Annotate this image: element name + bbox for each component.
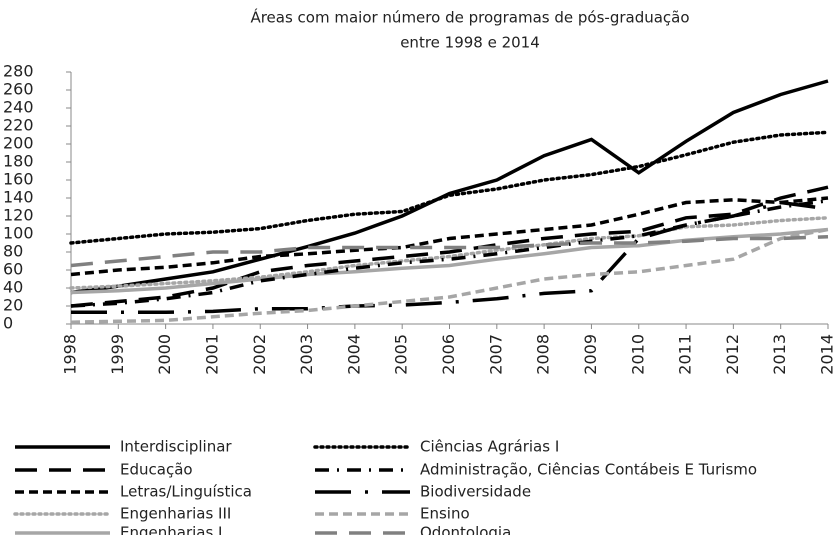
x-tick-label: 2007 — [486, 334, 505, 375]
x-tick-label: 2012 — [723, 334, 742, 375]
legend-label: Engenharias I — [120, 524, 222, 536]
x-tick-label: 2001 — [202, 334, 221, 375]
data-line — [70, 227, 829, 324]
legend-label: Biodiversidade — [420, 483, 531, 501]
x-tick-label: 2014 — [818, 334, 837, 375]
legend-label: Educação — [120, 461, 193, 479]
x-tick-label: 2000 — [155, 334, 174, 375]
data-line — [70, 234, 829, 268]
y-tick-label: 240 — [3, 98, 34, 117]
y-tick-label: 280 — [3, 62, 34, 81]
x-tick-label: 1999 — [108, 334, 127, 375]
x-tick-label: 1998 — [61, 334, 80, 375]
y-tick-label: 140 — [3, 188, 34, 207]
data-line — [70, 185, 829, 308]
y-tick-label: 60 — [3, 260, 23, 279]
x-tick-label: 2003 — [297, 334, 316, 375]
y-tick-label: 120 — [3, 206, 34, 225]
chart-title: Áreas com maior número de programas de p… — [250, 8, 689, 27]
y-tick-label: 220 — [3, 116, 34, 135]
legend-label: Letras/Linguística — [120, 483, 252, 501]
y-tick-label: 200 — [3, 134, 34, 153]
y-tick-label: 260 — [3, 80, 34, 99]
x-tick-label: 2002 — [250, 334, 269, 375]
legend-label: Administração, Ciências Contábeis E Turi… — [420, 461, 757, 479]
x-tick-label: 2008 — [534, 334, 553, 375]
legend-label: Ciências Agrárias I — [420, 438, 559, 456]
x-tick-label: 2013 — [770, 334, 789, 375]
data-line — [69, 216, 830, 290]
legend-label: Ensino — [420, 505, 470, 523]
chart-title: entre 1998 e 2014 — [400, 34, 540, 52]
x-tick-label: 2004 — [344, 334, 363, 375]
x-tick-label: 2005 — [392, 334, 411, 375]
legend-label: Engenharias III — [120, 505, 231, 523]
data-line — [70, 196, 829, 277]
x-tick-label: 2006 — [439, 334, 458, 375]
y-tick-label: 40 — [3, 278, 23, 297]
y-tick-label: 100 — [3, 224, 34, 243]
y-tick-label: 80 — [3, 242, 23, 261]
x-tick-label: 2010 — [628, 334, 647, 375]
y-tick-label: 160 — [3, 170, 34, 189]
data-line — [69, 130, 830, 245]
x-tick-label: 2011 — [676, 334, 695, 375]
y-tick-label: 180 — [3, 152, 34, 171]
y-tick-label: 20 — [3, 296, 23, 315]
legend-label: Interdisciplinar — [120, 438, 232, 456]
legend-label: Odontologia — [420, 524, 511, 536]
data-line — [70, 79, 829, 295]
y-tick-label: 0 — [3, 314, 13, 333]
x-tick-label: 2009 — [581, 334, 600, 375]
